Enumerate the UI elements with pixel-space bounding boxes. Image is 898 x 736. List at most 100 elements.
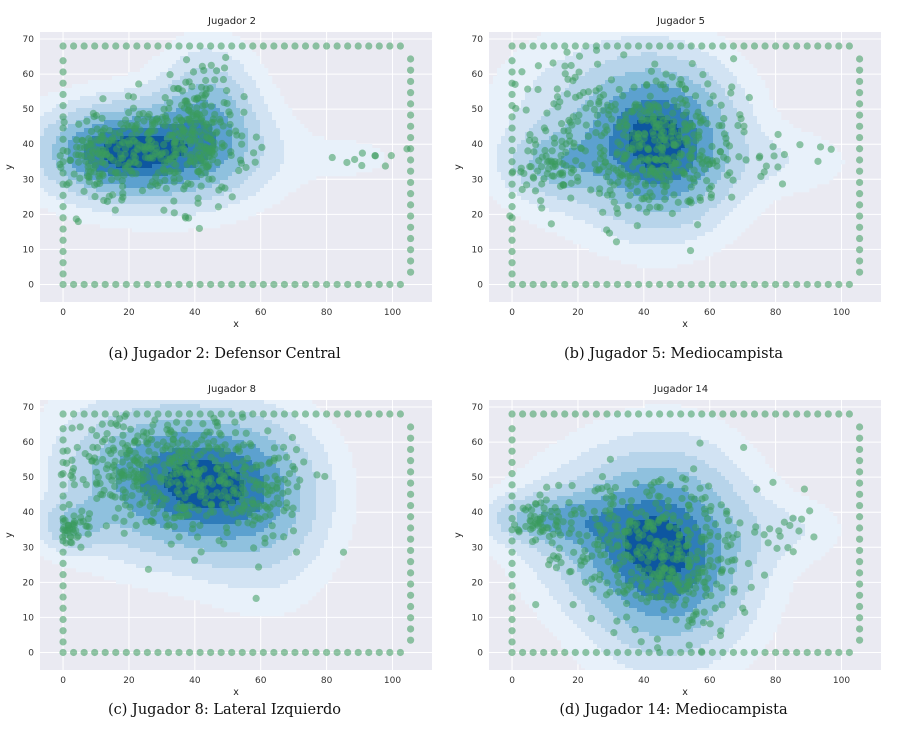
boundary-point [164,42,173,50]
density-cell [60,212,65,217]
density-cell [681,60,686,65]
density-cell [216,40,221,45]
density-cell [569,40,574,45]
density-cell [44,192,49,197]
density-cell [537,80,542,85]
density-cell [553,40,558,45]
density-cell [104,84,109,89]
density-cell [124,100,129,105]
density-cell [697,104,702,109]
density-cell [761,108,766,113]
density-cell [545,96,550,101]
density-cell [56,212,61,217]
position-point [226,120,234,129]
density-cell [168,116,173,121]
density-cell [589,92,594,97]
density-cell [521,112,526,117]
density-cell [621,68,626,73]
density-cell [144,92,149,97]
density-cell [228,220,233,225]
density-cell [156,68,161,73]
density-cell [685,92,690,97]
density-cell [545,56,550,61]
density-cell [501,76,506,81]
density-cell [208,224,213,229]
density-cell [244,88,249,93]
density-cell [284,148,289,153]
density-cell [693,100,698,105]
density-cell [757,76,762,81]
density-cell [268,136,273,141]
density-cell [136,88,141,93]
density-cell [252,116,257,121]
density-cell [80,128,85,133]
density-cell [625,88,630,93]
density-cell [364,144,369,149]
density-cell [56,188,61,193]
density-cell [140,216,145,221]
density-cell [176,72,181,77]
density-cell [228,164,233,169]
density-cell [280,124,285,129]
density-cell [609,100,614,105]
density-cell [248,60,253,65]
density-cell [212,40,217,45]
density-cell [533,108,538,113]
density-cell [56,168,61,173]
density-cell [212,204,217,209]
density-cell [232,64,237,69]
density-cell [505,116,510,121]
density-cell [144,200,149,205]
boundary-point [406,100,415,108]
boundary-point [280,42,289,50]
position-point [74,217,82,226]
density-cell [108,164,113,169]
density-cell [252,164,257,169]
density-cell [493,124,498,129]
density-cell [529,92,534,97]
density-cell [160,136,165,141]
density-cell [236,120,241,125]
density-cell [256,104,261,109]
density-cell [104,180,109,185]
density-cell [56,204,61,209]
density-cell [80,116,85,121]
density-cell [701,108,706,113]
density-cell [332,168,337,173]
position-point [133,129,141,137]
density-cell [72,88,77,93]
density-cell [565,108,570,113]
density-cell [617,108,622,113]
density-cell [240,148,245,153]
density-cell [657,76,662,81]
density-cell [200,216,205,221]
density-cell [380,156,385,161]
density-cell [641,36,646,41]
density-cell [605,60,610,65]
density-cell [685,68,690,73]
density-cell [525,44,530,49]
density-cell [753,116,758,121]
density-cell [549,48,554,53]
density-cell [228,140,233,145]
density-cell [68,88,73,93]
density-cell [581,52,586,57]
density-cell [96,88,101,93]
density-cell [164,216,169,221]
density-cell [232,80,237,85]
density-cell [220,128,225,133]
density-cell [248,128,253,133]
density-cell [561,92,566,97]
density-cell [248,116,253,121]
density-cell [232,148,237,153]
density-cell [160,60,165,65]
density-cell [212,72,217,77]
density-cell [236,180,241,185]
density-cell [148,96,153,101]
density-cell [160,188,165,193]
density-cell [184,156,189,161]
density-cell [709,76,714,81]
density-cell [689,52,694,57]
density-cell [276,120,281,125]
density-cell [593,100,598,105]
